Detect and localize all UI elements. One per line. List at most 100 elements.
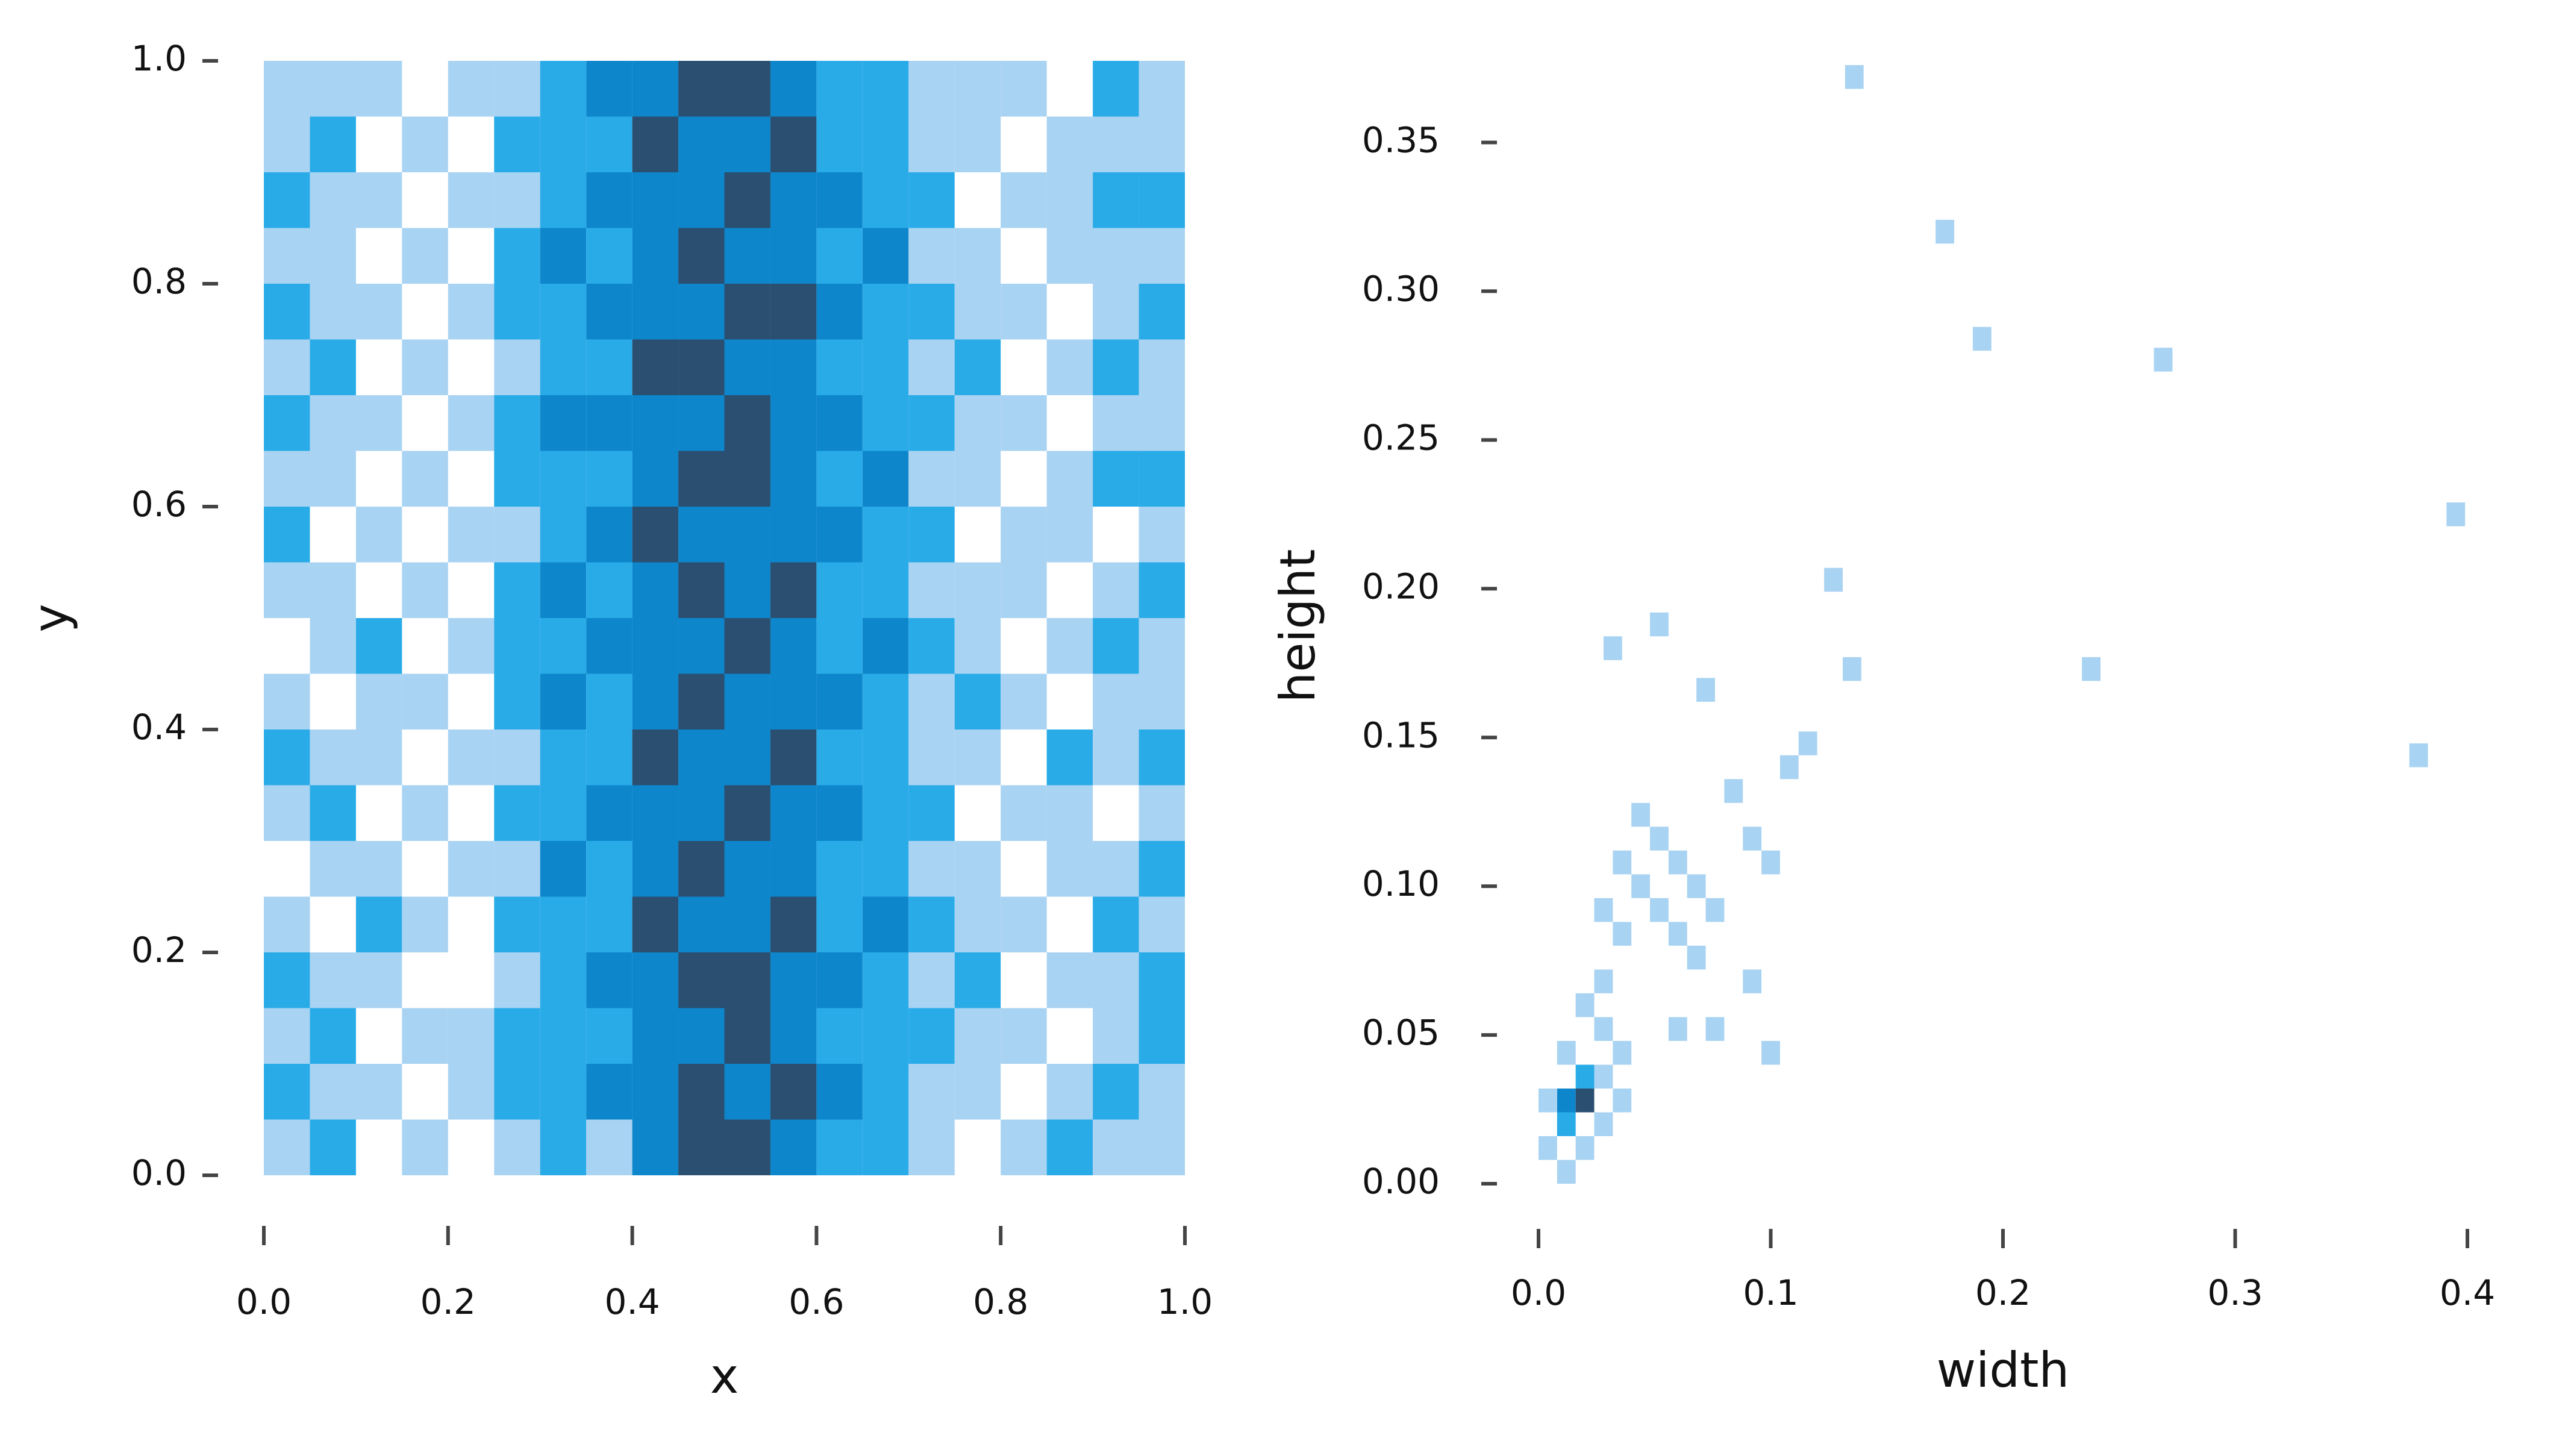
cell [1575,1088,1595,1113]
cell [494,618,540,674]
cell [678,896,725,952]
cell [816,228,863,284]
cell [954,451,1001,507]
cell [494,395,540,451]
cell [448,507,495,563]
cell [816,1064,863,1120]
cell [678,1008,725,1064]
cell [632,507,679,563]
cell [494,1008,540,1064]
cell [770,673,817,730]
cell [586,785,633,841]
cell [1668,850,1687,875]
cell [540,172,587,228]
cell [264,284,310,340]
cell [586,172,633,228]
cell [632,395,679,451]
cell [862,395,909,451]
cell [816,618,863,674]
cell [678,1119,725,1175]
cell [310,785,356,841]
cell [908,1064,955,1120]
cell [1139,116,1185,172]
cell [264,730,310,786]
cell [1139,172,1185,228]
cell [1093,730,1139,786]
cell [1705,1017,1725,1041]
cell [770,228,817,284]
cell [586,841,633,897]
cell [1001,61,1047,117]
cell [1557,1088,1576,1113]
cell [1139,618,1185,674]
cell [586,339,633,395]
cell [724,618,770,674]
cell [770,451,817,507]
cell [770,61,817,117]
cell [724,61,770,117]
cell [1093,896,1139,952]
cell [355,730,402,786]
cell [1046,507,1093,563]
cell [1139,785,1185,841]
cell [770,730,817,786]
y-tick-label: 0.10 [1362,863,1440,904]
cell [264,1064,310,1120]
cell [678,395,725,451]
cell [540,952,587,1008]
cell [1594,898,1613,922]
cell [678,507,725,563]
cell [770,841,817,897]
cell [1594,1064,1613,1089]
cell [1001,507,1047,563]
cell [632,841,679,897]
cell [908,618,955,674]
cell [355,952,402,1008]
cell [1594,969,1613,993]
cell [355,284,402,340]
x-tick-label: 1.0 [1157,1281,1213,1322]
cell [954,61,1001,117]
cell [540,339,587,395]
cell [448,841,495,897]
cell [1845,65,1864,89]
cell [586,116,633,172]
cell [448,61,495,117]
cell [862,116,909,172]
cell [264,339,310,395]
cell [586,507,633,563]
cell [1631,802,1651,827]
cell [632,1008,679,1064]
cell [770,395,817,451]
cell [862,673,909,730]
cell [586,896,633,952]
cell [1613,1088,1632,1113]
cell [678,841,725,897]
x-tick-label: 0.0 [1511,1272,1566,1313]
cell [908,673,955,730]
cell [540,785,587,841]
cell [724,896,770,952]
cell [1139,507,1185,563]
y-tick-label: 0.4 [131,707,187,748]
cell [494,896,540,952]
x-tick-label: 0.0 [236,1281,292,1322]
cell [1557,1160,1576,1184]
cell [1046,1119,1093,1175]
cell [1093,228,1139,284]
x-tick-label: 0.4 [604,1281,660,1322]
cell [770,952,817,1008]
cell [540,507,587,563]
cell [310,1008,356,1064]
cell [1046,730,1093,786]
cell [1139,673,1185,730]
cell [908,730,955,786]
cell [1093,116,1139,172]
cell [1139,952,1185,1008]
y-tick-label: 0.20 [1362,566,1440,607]
cell [1001,1119,1047,1175]
cell [770,1008,817,1064]
cell [724,116,770,172]
cell [770,507,817,563]
cell [770,284,817,340]
